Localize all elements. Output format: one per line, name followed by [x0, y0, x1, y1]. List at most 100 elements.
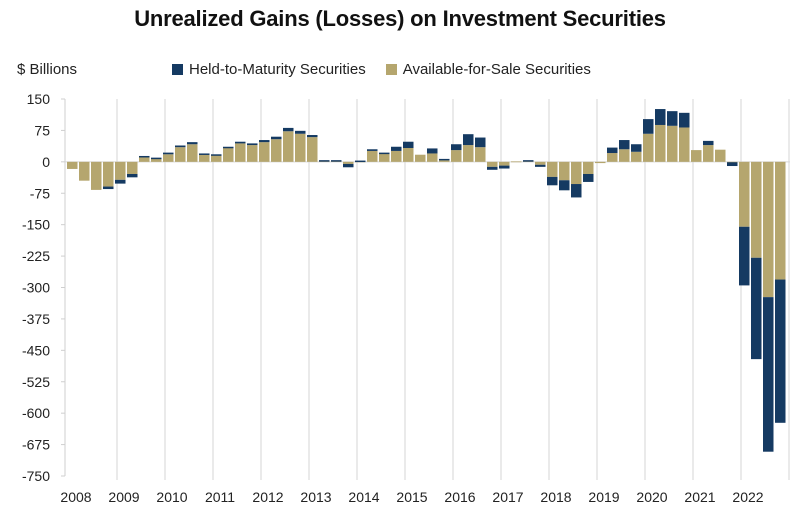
bar-afs [763, 161, 774, 298]
bar-htm [175, 145, 186, 148]
bar-afs [439, 160, 450, 162]
bar-afs [775, 161, 786, 280]
bar-afs [391, 150, 402, 162]
bar-htm [775, 279, 786, 423]
bar-htm [163, 152, 174, 155]
bar-htm [223, 146, 234, 149]
bar-afs [343, 161, 354, 164]
bar-afs [247, 145, 258, 162]
bar-htm [523, 160, 534, 162]
legend: Held-to-Maturity Securities Available-fo… [172, 61, 611, 78]
bar-htm [283, 127, 294, 132]
bar-afs [487, 161, 498, 167]
bar-htm [679, 112, 690, 128]
bar-htm [451, 144, 462, 151]
legend-item-afs: Available-for-Sale Securities [385, 61, 591, 78]
bar-htm [367, 149, 378, 151]
y-tick-label: -525 [22, 374, 50, 390]
bar-afs [535, 161, 546, 165]
x-tick-label: 2022 [732, 489, 763, 505]
bar-htm [379, 152, 390, 155]
bar-htm [259, 140, 270, 143]
bar-htm [343, 163, 354, 168]
bar-afs [679, 127, 690, 162]
bar-htm [127, 173, 138, 178]
x-tick-label: 2015 [396, 489, 427, 505]
legend-label-afs: Available-for-Sale Securities [402, 61, 591, 78]
y-tick-label: -750 [22, 468, 50, 484]
bar-htm [199, 153, 210, 155]
bar-htm [319, 160, 330, 162]
y-tick-label: -225 [22, 248, 50, 264]
x-tick-label: 2019 [588, 489, 619, 505]
bar-afs [691, 150, 702, 162]
y-tick-label: 0 [42, 154, 50, 170]
bar-afs [607, 153, 618, 162]
x-tick-label: 2016 [444, 489, 475, 505]
bar-htm [235, 141, 246, 144]
bar-afs [703, 145, 714, 162]
bar-afs [367, 150, 378, 162]
bar-htm [247, 143, 258, 146]
bar-afs [307, 137, 318, 162]
bar-afs [631, 151, 642, 162]
y-tick-label: 150 [27, 91, 51, 107]
bar-afs [499, 161, 510, 166]
x-tick-label: 2017 [492, 489, 523, 505]
bar-htm [295, 130, 306, 134]
bar-afs [595, 161, 606, 164]
bar-afs [127, 161, 138, 174]
bar-htm [391, 146, 402, 151]
bar-htm [703, 140, 714, 146]
bar-htm [727, 162, 738, 167]
bar-htm [211, 154, 222, 156]
bar-afs [619, 149, 630, 162]
legend-swatch-htm [172, 64, 183, 75]
bar-htm [535, 164, 546, 167]
y-tick-label: -450 [22, 342, 50, 358]
bar-afs [283, 131, 294, 162]
bar-htm [547, 176, 558, 186]
bar-htm [643, 119, 654, 134]
x-tick-label: 2014 [348, 489, 379, 505]
x-tick-label: 2020 [636, 489, 667, 505]
x-tick-label: 2018 [540, 489, 571, 505]
bar-afs [271, 139, 282, 162]
y-tick-label: -75 [30, 185, 50, 201]
bar-afs [751, 161, 762, 258]
bar-afs [547, 161, 558, 177]
bar-afs [139, 157, 150, 162]
bar-afs [103, 161, 114, 187]
bar-afs [571, 161, 582, 185]
bar-htm [583, 173, 594, 182]
bar-afs [475, 147, 486, 162]
bar-htm [619, 140, 630, 150]
bar-afs [739, 161, 750, 227]
bar-htm [631, 144, 642, 152]
bar-afs [559, 161, 570, 181]
bar-htm [271, 136, 282, 140]
bar-htm [667, 111, 678, 126]
bar-afs [175, 147, 186, 162]
bar-afs [295, 133, 306, 162]
x-tick-label: 2012 [252, 489, 283, 505]
bar-afs [235, 143, 246, 162]
bar-htm [559, 180, 570, 191]
y-axis-unit-label: $ Billions [17, 61, 78, 78]
bar-htm [307, 135, 318, 138]
bar-htm [499, 165, 510, 169]
bar-htm [439, 158, 450, 161]
bar-afs [511, 161, 522, 163]
bar-htm [739, 226, 750, 286]
x-tick-label: 2011 [205, 489, 235, 505]
bar-afs [463, 145, 474, 162]
bar-htm [103, 186, 114, 190]
bar-htm [187, 142, 198, 145]
bar-htm [751, 257, 762, 360]
y-tick-label: -600 [22, 405, 50, 421]
bar-afs [655, 124, 666, 162]
legend-item-htm: Held-to-Maturity Securities [172, 61, 366, 78]
x-tick-label: 2021 [684, 489, 715, 505]
bar-afs [727, 161, 738, 163]
bar-htm [331, 160, 342, 162]
